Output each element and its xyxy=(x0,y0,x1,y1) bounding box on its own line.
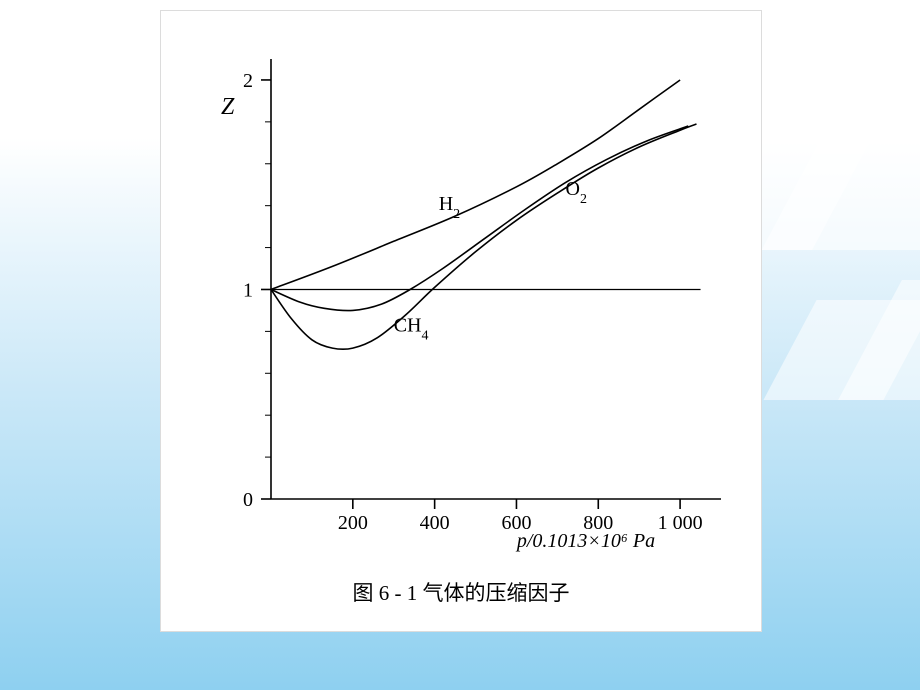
series-label-O2: O2 xyxy=(566,178,587,207)
series-label-CH4: CH4 xyxy=(394,314,429,343)
x-axis-label: p/0.1013×10⁶ Pa xyxy=(515,530,655,552)
x-tick-label: 1 000 xyxy=(658,512,703,534)
figure-caption: 图 6 - 1 气体的压缩因子 xyxy=(161,577,761,607)
x-tick-label: 400 xyxy=(420,512,450,534)
figure-panel: 0122004006008001 000p/0.1013×10⁶ PaZH2O2… xyxy=(160,10,762,632)
y-tick-label: 0 xyxy=(243,489,253,511)
y-tick-label: 1 xyxy=(243,279,253,301)
slide: 0122004006008001 000p/0.1013×10⁶ PaZH2O2… xyxy=(0,0,920,690)
series-H2 xyxy=(271,80,680,289)
series-label-H2: H2 xyxy=(439,193,460,222)
y-axis-label: Z xyxy=(221,94,235,120)
compressibility-chart: 0122004006008001 000p/0.1013×10⁶ PaZH2O2… xyxy=(181,19,741,559)
y-tick-label: 2 xyxy=(243,70,253,92)
x-tick-label: 200 xyxy=(338,512,368,534)
series-CH4 xyxy=(271,124,697,349)
